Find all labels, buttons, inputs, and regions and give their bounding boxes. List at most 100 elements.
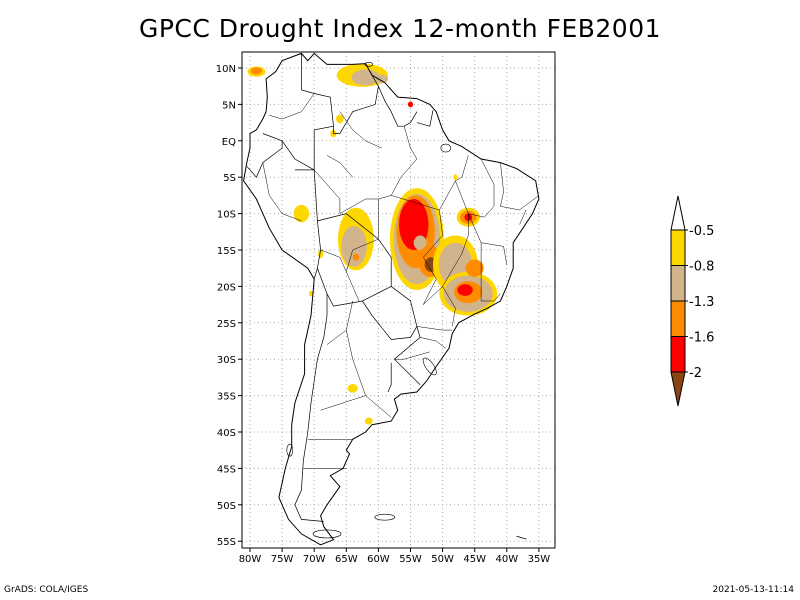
lon-tick-label: 55W: [399, 554, 422, 565]
coastline: [243, 52, 540, 546]
state-border: [480, 242, 501, 302]
drought-area-moderate: [375, 74, 389, 84]
state-border: [394, 351, 430, 360]
country-border: [313, 268, 318, 280]
state-border: [326, 155, 353, 178]
drought-area-extreme: [457, 284, 473, 296]
drought-area-moderate: [341, 225, 367, 267]
lat-tick-label: 5S: [223, 173, 236, 184]
drought-area-extreme: [407, 101, 414, 108]
lat-tick-label: 40S: [217, 428, 236, 439]
map-frame: [241, 51, 556, 549]
drought-area-mild: [364, 417, 373, 425]
country-border: [416, 110, 434, 127]
lat-tick-label: 5N: [222, 100, 236, 111]
state-border: [468, 213, 508, 265]
drought-area-mild: [347, 383, 358, 393]
country-border: [362, 300, 418, 340]
drought-area-mild: [453, 174, 458, 181]
state-border: [519, 209, 527, 225]
state-border: [455, 180, 469, 254]
tierra-del-fuego: [312, 529, 342, 539]
colorbar-swatch: [670, 265, 686, 302]
country-border: [387, 362, 392, 393]
lat-tick-label: 25S: [217, 319, 236, 330]
drought-area-severe: [250, 67, 263, 75]
lon-tick-label: 80W: [239, 554, 262, 565]
country-border: [294, 293, 328, 522]
country-border: [378, 86, 418, 127]
state-border: [320, 249, 347, 272]
lon-tick-label: 65W: [335, 554, 358, 565]
country-border: [262, 133, 315, 171]
drought-area-severe: [465, 259, 484, 277]
chart-title: GPCC Drought Index 12-month FEB2001: [138, 14, 662, 43]
lon-tick-label: 35W: [528, 554, 551, 565]
chiloe-island: [286, 443, 294, 457]
lon-tick-label: 40W: [495, 554, 518, 565]
colorbar-label: -1.6: [689, 331, 714, 346]
state-border: [339, 198, 379, 214]
drought-area-mild: [309, 290, 313, 297]
coastlines-borders: [243, 52, 540, 546]
state-border: [500, 162, 540, 211]
state-border: [468, 158, 495, 218]
falkland-islands: [374, 513, 396, 521]
lat-tick-label: 50S: [217, 501, 236, 512]
lat-tick-label: 45S: [217, 464, 236, 475]
lon-tick-label: 75W: [271, 554, 294, 565]
lon-tick-label: 45W: [463, 554, 486, 565]
lat-tick-label: 15S: [217, 246, 236, 257]
colorbar-swatch: [670, 229, 686, 266]
lon-tick-label: 70W: [303, 554, 326, 565]
lat-tick-label: 55S: [217, 537, 236, 548]
colorbar-label: -1.3: [689, 295, 714, 310]
colorbar-arrow-top: [670, 195, 686, 231]
state-border: [390, 126, 418, 196]
colorbar-swatch: [670, 300, 686, 337]
drought-area-mild: [293, 204, 310, 223]
drought-area-moderate: [351, 69, 380, 86]
lat-tick-label: EQ: [222, 137, 236, 148]
lat-tick-label: 30S: [217, 355, 236, 366]
colorbar-label: -0.8: [689, 260, 714, 275]
lat-tick-label: 10N: [216, 64, 236, 75]
colorbar-label: -2: [689, 366, 702, 381]
drought-area-moderate: [413, 235, 427, 250]
state-border: [269, 93, 315, 120]
lat-tick-label: 35S: [217, 392, 236, 403]
state-border: [346, 300, 392, 418]
lat-tick-label: 10S: [217, 210, 236, 221]
state-border: [326, 329, 347, 345]
state-border: [420, 337, 446, 349]
lon-tick-label: 60W: [367, 554, 390, 565]
drought-fills: [247, 63, 498, 425]
south-georgia: [516, 535, 527, 540]
state-border: [442, 286, 456, 327]
axis-ticks: 80W 75W 70W 65W 60W 55W 50W 45W 40W 35W 10N 5N EQ 5S 1…: [216, 64, 551, 565]
state-border: [416, 326, 453, 331]
lat-tick-label: 20S: [217, 282, 236, 293]
country-border: [294, 169, 421, 385]
lon-tick-label: 50W: [431, 554, 454, 565]
trinidad: [364, 62, 374, 67]
marajo-island: [440, 143, 452, 153]
colorbar-swatch: [670, 336, 686, 373]
state-border: [320, 395, 366, 411]
colorbar: -0.5 -0.8 -1.3 -1.6 -2: [670, 195, 714, 407]
footer-credit: GrADS: COLA/IGES: [4, 585, 89, 595]
state-border: [378, 195, 440, 240]
state-border: [346, 238, 379, 302]
state-border: [314, 169, 341, 214]
drought-area-mild: [336, 114, 344, 124]
country-border: [313, 75, 379, 170]
lagoa-dos-patos: [422, 357, 437, 376]
state-border: [339, 111, 382, 149]
state-border: [439, 155, 469, 211]
footer-timestamp: 2021-05-13-11:14: [712, 585, 795, 595]
colorbar-label: -0.5: [689, 224, 714, 239]
colorbar-arrow-bottom: [670, 371, 686, 407]
drought-area-severe: [352, 253, 360, 261]
state-border: [262, 162, 302, 222]
